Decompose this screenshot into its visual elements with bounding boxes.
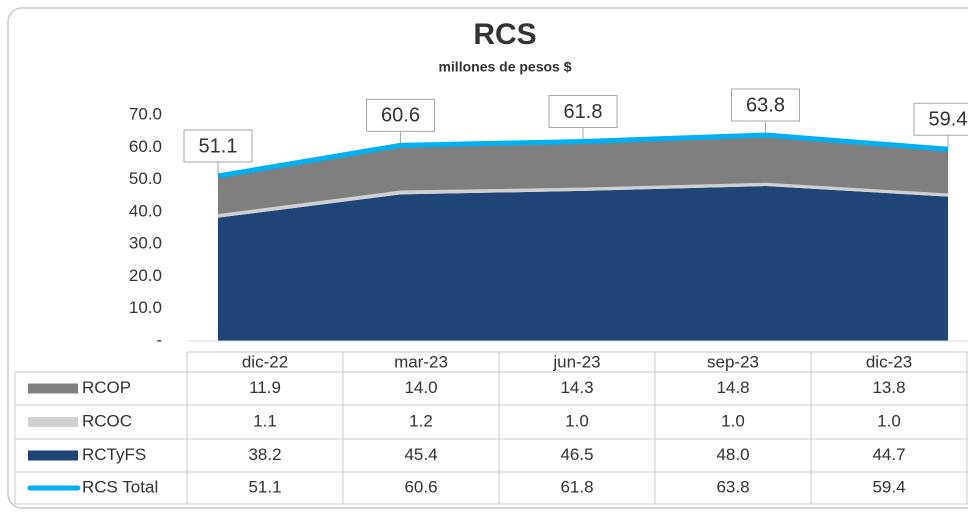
table-cell: 59.4	[872, 477, 905, 496]
table-cell: 1.0	[565, 411, 589, 430]
area	[218, 135, 948, 215]
y-tick-label: 30.0	[129, 234, 162, 253]
table-cell: 45.4	[404, 445, 437, 464]
table-cell: 1.2	[409, 411, 433, 430]
y-tick-label: 40.0	[129, 201, 162, 220]
table-cell: 11.9	[249, 378, 281, 397]
y-tick-label: 10.0	[129, 298, 162, 317]
table-cell: 14.3	[560, 378, 593, 397]
data-label: 51.1	[199, 135, 238, 157]
table-cell: 1.0	[877, 411, 901, 430]
legend-label: RCOC	[82, 411, 132, 430]
data-label-box	[548, 94, 618, 128]
y-tick-label: 50.0	[129, 169, 162, 188]
y-tick-label: 60.0	[129, 137, 162, 156]
legend-swatch	[28, 417, 78, 427]
legend-label: RCOP	[82, 378, 131, 397]
y-tick-label: -	[156, 330, 162, 349]
x-tick-label: jun-23	[552, 352, 600, 371]
area	[218, 182, 948, 218]
area	[218, 186, 948, 341]
table-cell: 1.1	[253, 411, 277, 430]
table-cell: 51.1	[248, 477, 281, 496]
data-label: 59.4	[929, 109, 968, 131]
table-cell: 44.7	[872, 445, 905, 464]
table-cell: 14.0	[404, 378, 437, 397]
x-tick-label: dic-22	[242, 352, 288, 371]
table-cell: 13.8	[872, 378, 905, 397]
x-tick-label: sep-23	[707, 352, 759, 371]
line	[217, 132, 949, 179]
legend-swatch	[28, 450, 78, 461]
data-label-box	[366, 98, 435, 132]
data-label: 61.8	[564, 101, 603, 123]
table-cell: 63.8	[716, 477, 749, 496]
data-label-box	[913, 102, 968, 136]
table-cell: 60.6	[404, 477, 437, 496]
data-label: 63.8	[746, 94, 785, 116]
table-cell: 61.8	[560, 477, 593, 496]
table-cell: 1.0	[721, 411, 745, 430]
legend-label: RCTyFS	[82, 445, 146, 464]
table-cell: 38.2	[248, 445, 281, 464]
y-tick-label: 70.0	[129, 104, 162, 123]
chart-subtitle: millones de pesos $	[438, 59, 571, 75]
legend-swatch	[28, 383, 78, 394]
x-tick-label: dic-23	[866, 352, 912, 371]
x-tick-label: mar-23	[394, 352, 448, 371]
chart-title: RCS	[473, 18, 536, 51]
y-tick-label: 20.0	[129, 266, 162, 285]
legend-label: RCS Total	[82, 477, 158, 496]
table-cell: 48.0	[716, 445, 749, 464]
table-cell: 14.8	[716, 378, 749, 397]
data-label: 60.6	[381, 105, 420, 127]
table-cell: 46.5	[560, 445, 593, 464]
